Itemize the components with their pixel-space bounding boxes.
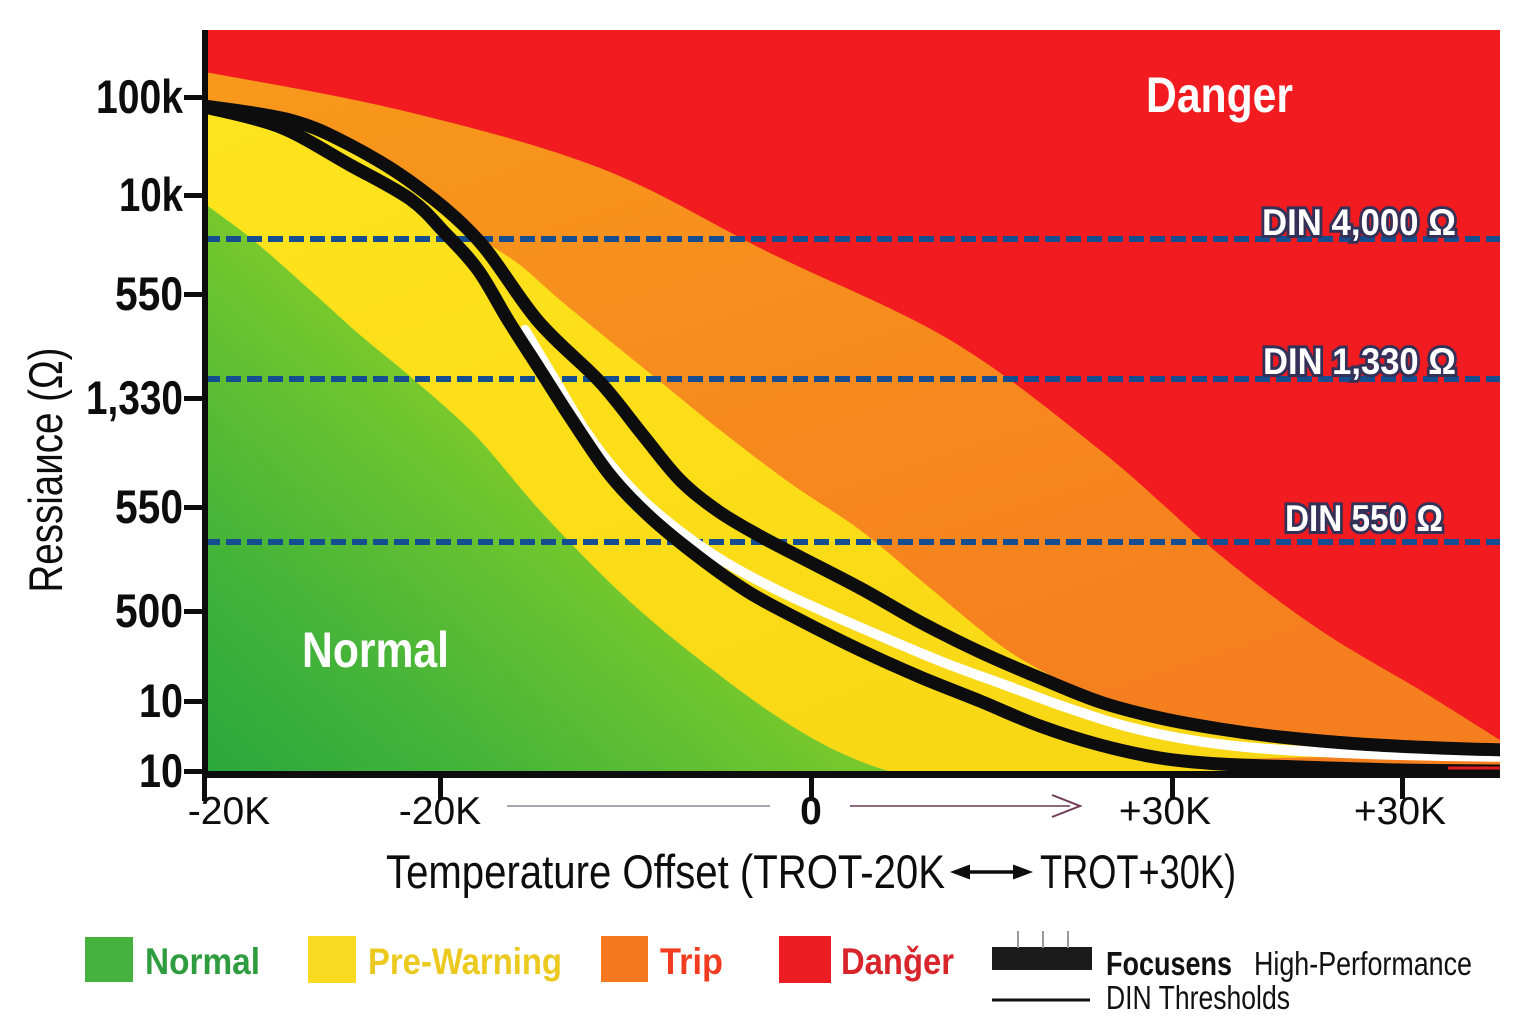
svg-text:550: 550: [115, 480, 183, 533]
svg-text:Danger: Danger: [1146, 67, 1293, 123]
svg-text:+30K: +30K: [1119, 790, 1211, 833]
svg-text:Ressiaиce (Ω): Ressiaиce (Ω): [19, 348, 72, 593]
svg-text:10: 10: [139, 744, 183, 797]
svg-text:-20K: -20K: [399, 790, 481, 833]
svg-text:0: 0: [800, 790, 822, 833]
svg-text:100k: 100k: [96, 70, 184, 123]
svg-text:DIN 1,330 Ω: DIN 1,330 Ω: [1263, 341, 1456, 382]
svg-text:Temperature Offset (TROT-20K: Temperature Offset (TROT-20K: [386, 845, 945, 898]
svg-text:High-Performance: High-Performance: [1254, 945, 1472, 982]
svg-text:+30K: +30K: [1354, 790, 1446, 833]
svg-text:Pre-Warning: Pre-Warning: [368, 941, 562, 982]
svg-text:Danǧer: Danǧer: [841, 941, 954, 982]
svg-text:Normal: Normal: [145, 941, 260, 982]
svg-text:10k: 10k: [119, 168, 184, 221]
svg-text:Normal: Normal: [302, 622, 449, 678]
svg-text:DIN 4,000 Ω: DIN 4,000 Ω: [1262, 202, 1456, 243]
svg-text:DIN Thresholds: DIN Thresholds: [1106, 979, 1290, 1016]
svg-text:Focusens: Focusens: [1106, 945, 1232, 982]
svg-text:1,330: 1,330: [86, 371, 183, 424]
svg-text:DIN 550 Ω: DIN 550 Ω: [1285, 498, 1443, 539]
svg-text:500: 500: [115, 584, 183, 637]
svg-text:10: 10: [139, 674, 183, 727]
svg-text:550: 550: [115, 267, 183, 320]
svg-text:TROT+30K): TROT+30K): [1040, 845, 1236, 898]
svg-text:Trip: Trip: [660, 941, 723, 982]
svg-text:-20K: -20K: [188, 790, 270, 833]
